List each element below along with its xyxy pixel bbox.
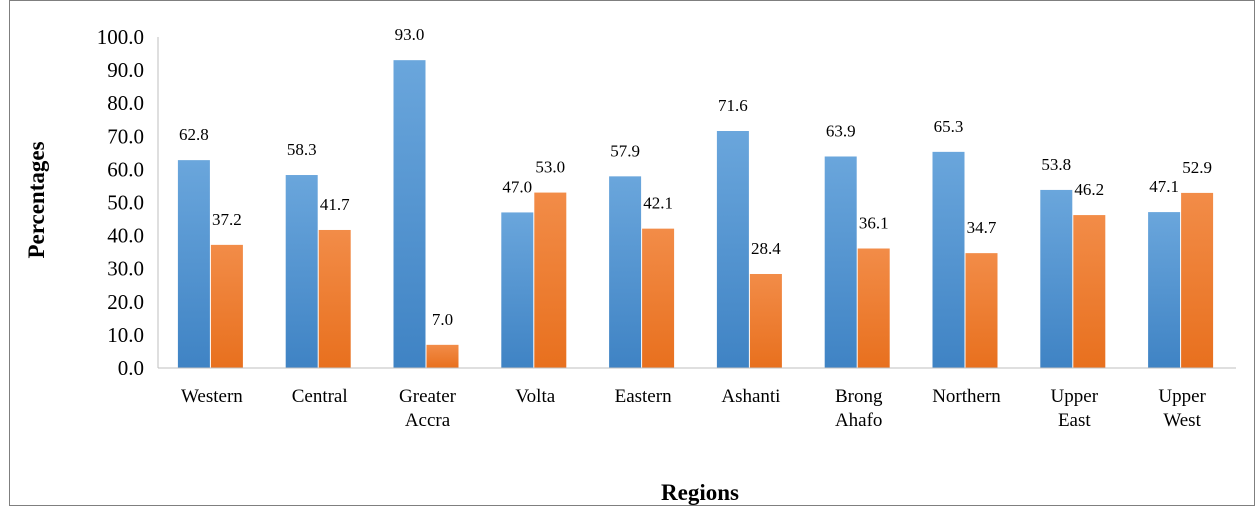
x-tick-labels: Western Central Greater Accra Volta Eastern As…	[181, 386, 1207, 431]
y-tick-label: 40.0	[107, 224, 144, 248]
y-tick-label: 60.0	[107, 157, 144, 181]
data-label: 71.6	[718, 96, 748, 115]
data-label: 65.3	[934, 117, 964, 136]
y-tick-label: 10.0	[107, 323, 144, 347]
x-tick-label: Ahafo	[835, 410, 882, 431]
y-tick-labels: 0.0 10.0 20.0 30.0 40.0 50.0 60.0 70.0 80.0 90.0 1…	[97, 25, 144, 380]
bar-blue	[393, 60, 426, 369]
y-tick-label: 50.0	[107, 191, 144, 215]
x-tick-label: Upper	[1158, 386, 1206, 407]
x-tick-label: East	[1058, 410, 1091, 431]
bar-blue	[501, 212, 534, 368]
data-label: 37.2	[212, 210, 242, 229]
bar-blue	[177, 160, 210, 368]
data-label: 47.0	[502, 177, 532, 196]
bar-orange	[749, 273, 782, 368]
bars-group	[177, 60, 1214, 369]
y-tick-label: 70.0	[107, 124, 144, 148]
bar-orange	[534, 192, 567, 368]
bar-blue	[285, 175, 318, 368]
y-tick-label: 80.0	[107, 91, 144, 115]
y-tick-label: 30.0	[107, 257, 144, 281]
x-tick-label: Brong	[835, 386, 883, 407]
bar-orange	[1181, 192, 1214, 368]
bar-blue	[609, 176, 642, 368]
x-tick-label: Greater	[399, 386, 457, 407]
bar-orange	[210, 244, 243, 368]
bar-orange	[857, 248, 890, 368]
data-label: 57.9	[610, 141, 640, 160]
x-axis-title: Regions	[661, 480, 739, 505]
bar-blue	[932, 151, 965, 368]
y-tick-label: 0.0	[118, 356, 144, 380]
data-label: 41.7	[320, 195, 350, 214]
x-tick-label: West	[1163, 410, 1201, 431]
x-tick-label: Accra	[405, 410, 451, 431]
data-label: 36.1	[859, 214, 889, 233]
bar-orange	[426, 344, 459, 368]
data-label: 58.3	[287, 140, 317, 159]
bar-orange	[965, 253, 998, 368]
y-tick-label: 20.0	[107, 290, 144, 314]
x-tick-label: Central	[292, 386, 348, 407]
y-tick-label: 90.0	[107, 58, 144, 82]
data-label: 47.1	[1149, 177, 1179, 196]
data-label: 93.0	[395, 25, 425, 44]
data-label: 46.2	[1074, 180, 1104, 199]
data-label: 28.4	[751, 239, 781, 258]
data-label: 34.7	[967, 218, 997, 237]
y-tick-label: 100.0	[97, 25, 144, 49]
bar-blue	[1148, 212, 1181, 368]
bar-orange	[318, 229, 351, 368]
bar-orange	[1073, 215, 1106, 368]
data-label: 53.0	[535, 158, 565, 177]
bar-orange	[642, 228, 675, 368]
data-label: 63.9	[826, 121, 856, 140]
x-tick-label: Volta	[515, 386, 555, 407]
data-label: 52.9	[1182, 158, 1212, 177]
data-label: 7.0	[432, 310, 453, 329]
data-labels-group: 62.8 37.2 58.3 41.7 93.0 7.0 47.053.0 57.9 42.1 7…	[179, 25, 1212, 329]
x-tick-label: Northern	[932, 386, 1001, 407]
x-tick-label: Eastern	[615, 386, 672, 407]
data-label: 62.8	[179, 125, 209, 144]
bar-blue	[824, 156, 857, 368]
x-tick-label: Upper	[1051, 386, 1099, 407]
bar-blue	[716, 131, 749, 368]
data-label: 42.1	[643, 194, 673, 213]
bar-blue	[1040, 189, 1073, 368]
x-tick-label: Western	[181, 386, 243, 407]
x-tick-label: Ashanti	[721, 386, 780, 407]
y-axis-title: Percentages	[24, 141, 49, 258]
data-label: 53.8	[1041, 155, 1071, 174]
